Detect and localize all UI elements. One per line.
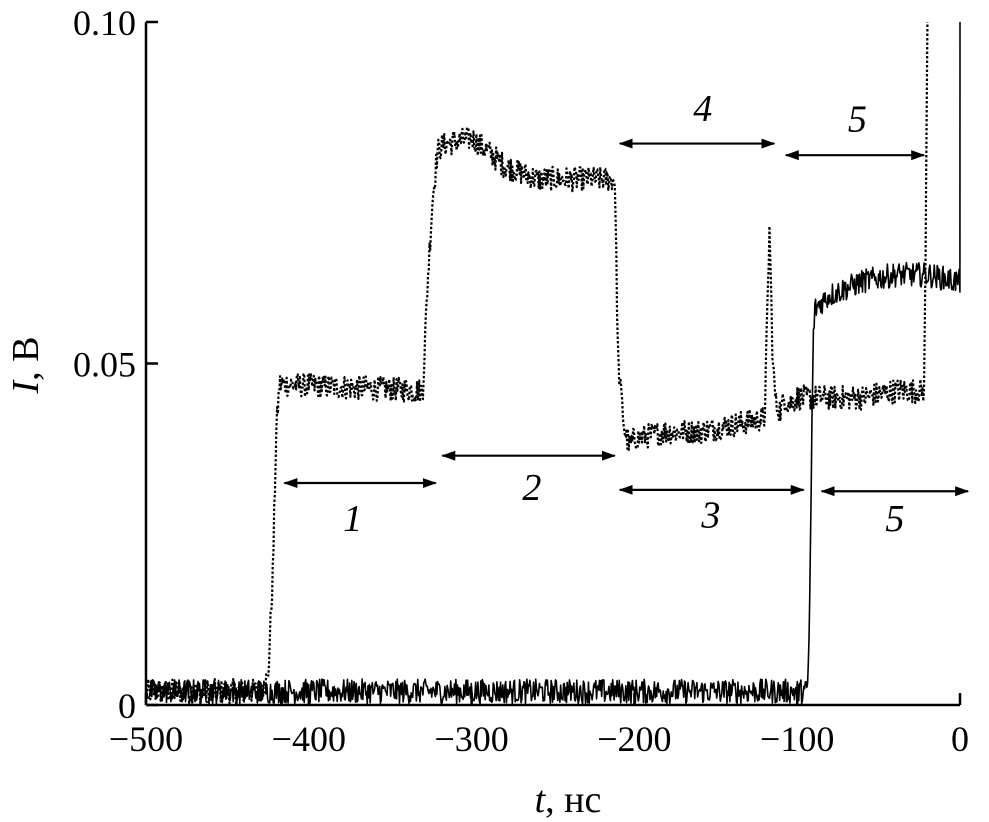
region-annotation: 4 (618, 88, 776, 149)
y-axis-variable: I (5, 379, 47, 395)
axes (144, 22, 960, 707)
region-label: 5 (848, 98, 867, 140)
dotted-series (144, 21, 929, 705)
x-tick-label: −200 (597, 719, 671, 759)
region-annotation: 5 (820, 486, 970, 540)
region-label: 3 (700, 494, 720, 536)
x-tick-label: −500 (109, 719, 183, 759)
region-annotation: 5 (784, 98, 926, 161)
x-tick-label: −400 (272, 719, 346, 759)
annotation-layer: 1 2 3 4 5 5 (283, 88, 970, 540)
y-axis-unit: , В (5, 336, 47, 380)
solid-series (145, 21, 961, 705)
region-label: 1 (343, 498, 362, 540)
y-tick-label: 0.10 (73, 3, 136, 43)
region-label: 4 (693, 88, 712, 130)
x-axis-unit: , нс (545, 779, 601, 821)
region-label: 2 (522, 467, 541, 509)
series-trace (145, 21, 961, 705)
series-layer (144, 21, 961, 705)
tick-layer: −500 −400 −300 −200 −100 0 0 0.05 0.10 (73, 3, 969, 759)
region-label: 5 (885, 498, 904, 540)
region-annotation: 3 (618, 484, 805, 536)
series-trace (144, 21, 929, 705)
x-tick-label: 0 (951, 719, 969, 759)
x-tick-label: −300 (434, 719, 508, 759)
y-tick-label: 0 (118, 686, 136, 726)
y-axis-title: I, В (5, 336, 47, 394)
y-tick-label: 0.05 (73, 345, 136, 385)
x-axis-title: t, нс (535, 779, 602, 821)
region-annotation: 1 (283, 478, 437, 540)
x-tick-label: −100 (760, 719, 834, 759)
x-axis-variable: t (535, 779, 547, 821)
region-annotation: 2 (441, 450, 616, 509)
